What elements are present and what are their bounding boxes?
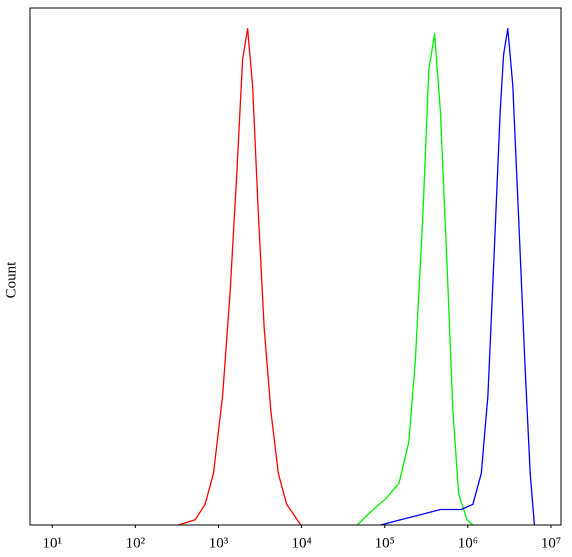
x-tick-label: 10⁷ xyxy=(541,535,561,551)
histogram-line xyxy=(356,33,474,526)
x-tick-label: 10² xyxy=(126,535,146,551)
histogram-line xyxy=(380,28,536,526)
x-tick-label: 10⁶ xyxy=(458,535,478,551)
histogram-line xyxy=(178,28,302,526)
x-tick-label: 10⁴ xyxy=(291,535,311,551)
y-axis-label: Count xyxy=(3,261,19,299)
x-tick-label: 10⁵ xyxy=(375,535,395,551)
x-tick-label: 10¹ xyxy=(42,535,62,551)
plot-frame xyxy=(29,7,562,526)
x-tick-label: 10³ xyxy=(209,535,229,551)
